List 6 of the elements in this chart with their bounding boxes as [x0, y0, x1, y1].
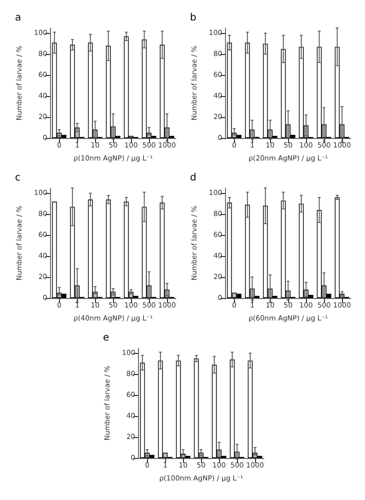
bar: [149, 454, 154, 458]
chart-title: a: [15, 12, 22, 24]
chart-title: e: [102, 332, 109, 344]
chart-title: c: [15, 172, 20, 184]
chart-title: b: [190, 12, 196, 24]
chart-title: d: [190, 172, 196, 184]
